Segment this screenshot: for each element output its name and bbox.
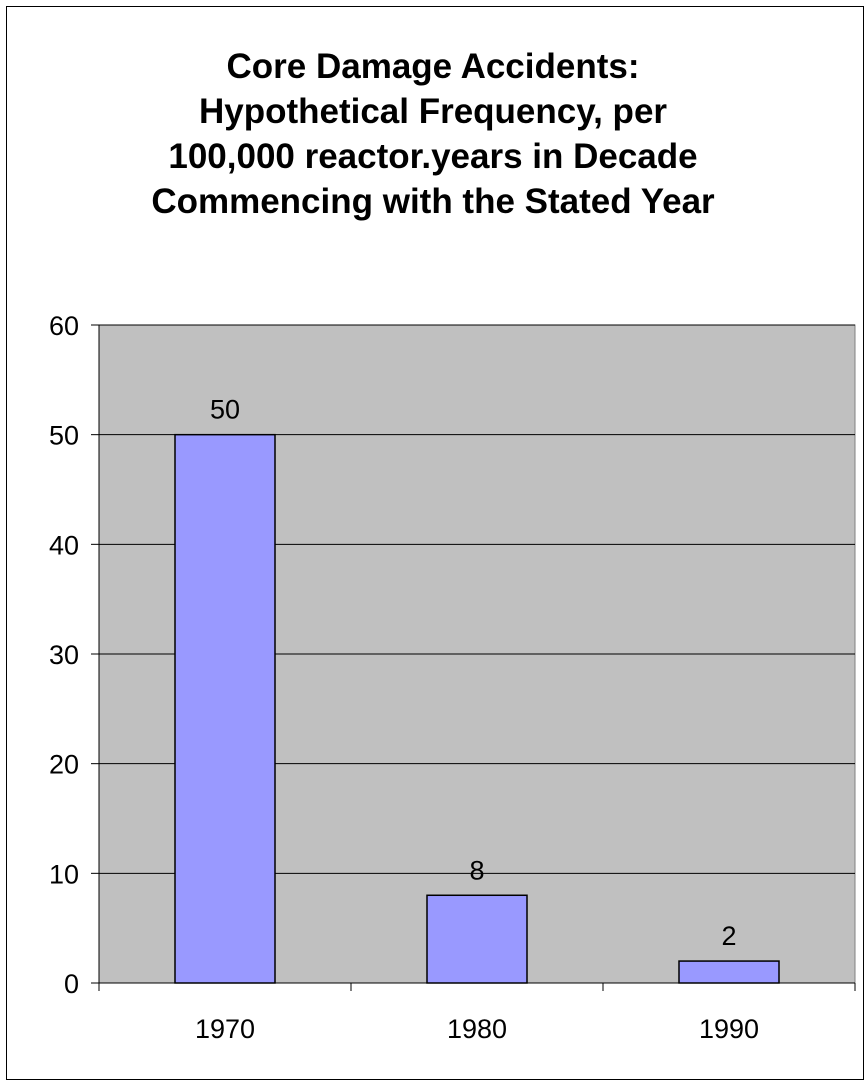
chart-title: Core Damage Accidents: Hypothetical Freq… [0,44,866,224]
x-tick-label: 1990 [699,1014,759,1044]
data-label: 8 [469,855,484,885]
x-tick-label: 1970 [195,1014,255,1044]
x-tick-label: 1980 [447,1014,507,1044]
data-label: 50 [210,395,240,425]
bar [678,960,780,984]
chart-title-line-3: 100,000 reactor.years in Decade [168,137,698,176]
y-tick-label: 40 [49,530,79,560]
chart-title-line-2: Hypothetical Frequency, per [198,92,668,131]
y-tick-label: 10 [49,859,79,889]
bar [426,894,528,984]
data-label: 2 [721,921,736,951]
y-tick-label: 50 [49,421,79,451]
chart-title-line-4: Commencing with the Stated Year [151,182,715,221]
bar [174,433,276,984]
y-tick-label: 0 [64,969,79,999]
y-tick-label: 30 [49,640,79,670]
chart-title-line-1: Core Damage Accidents: [226,47,640,86]
y-tick-label: 60 [49,311,79,341]
y-tick-label: 20 [49,750,79,780]
